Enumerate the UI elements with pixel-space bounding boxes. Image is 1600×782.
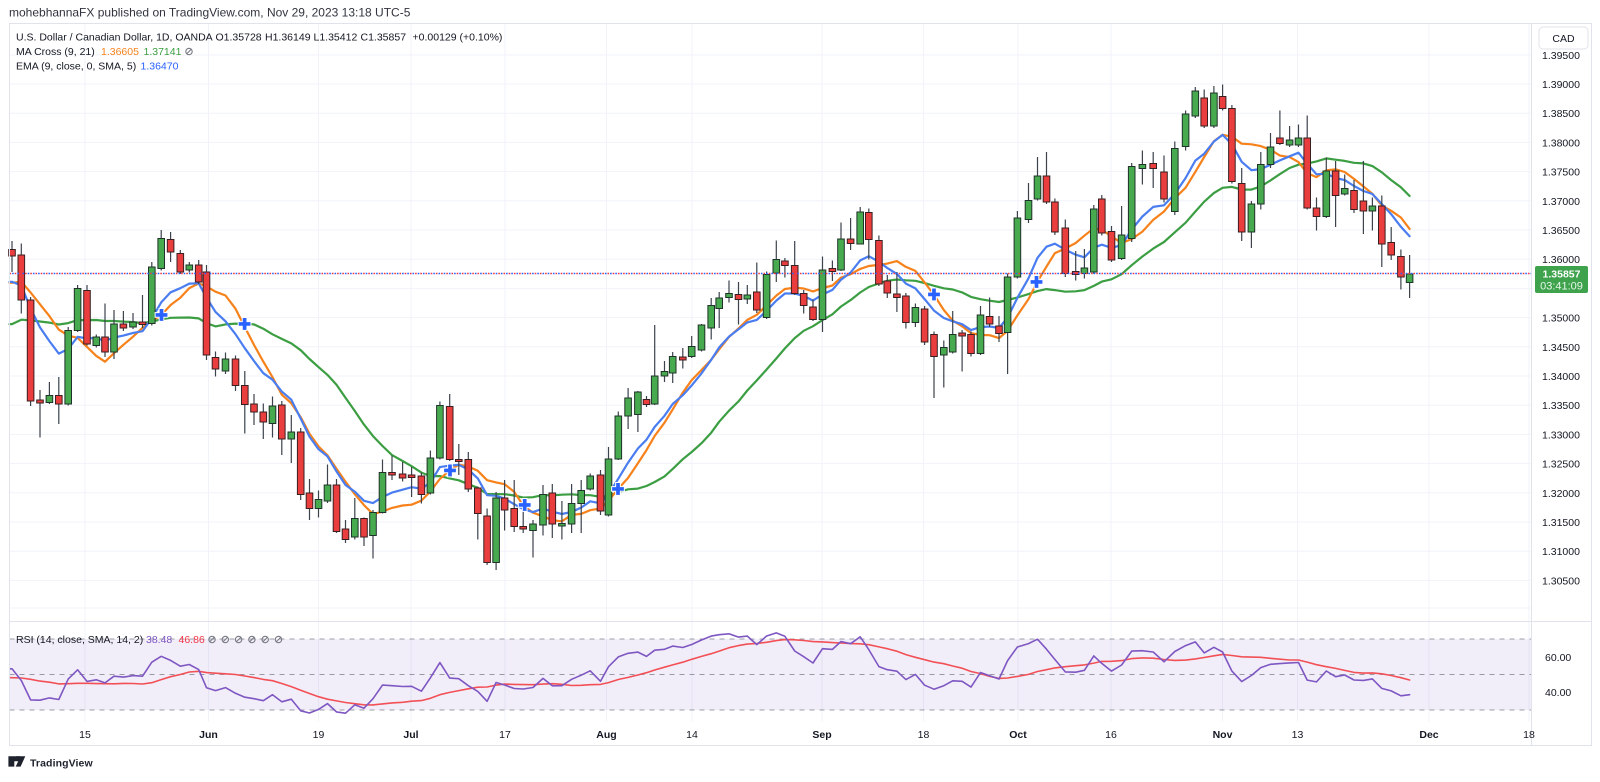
svg-text:EMA (9, close, 0, SMA, 5)1.364: EMA (9, close, 0, SMA, 5) 1.36470 — [16, 61, 179, 73]
svg-text:1.39000: 1.39000 — [1542, 79, 1580, 91]
svg-text:1.36000: 1.36000 — [1542, 254, 1580, 266]
svg-text:1.38500: 1.38500 — [1542, 108, 1580, 120]
svg-text:1.37500: 1.37500 — [1542, 167, 1580, 179]
svg-text:mohebhannaFX published on Trad: mohebhannaFX published on TradingView.co… — [9, 6, 411, 20]
svg-text:60.00: 60.00 — [1545, 652, 1571, 664]
svg-text:Jun: Jun — [199, 729, 218, 741]
svg-text:1.38000: 1.38000 — [1542, 137, 1580, 149]
svg-text:03:41:09: 03:41:09 — [1540, 281, 1583, 293]
svg-text:18: 18 — [1523, 729, 1535, 741]
svg-text:1.31500: 1.31500 — [1542, 517, 1580, 529]
svg-text:CAD: CAD — [1552, 33, 1575, 45]
svg-text:16: 16 — [1105, 729, 1117, 741]
svg-text:Jul: Jul — [403, 729, 418, 741]
svg-text:U.S. Dollar / Canadian Dollar,: U.S. Dollar / Canadian Dollar, 1D, OANDA… — [16, 32, 502, 44]
svg-text:1.34000: 1.34000 — [1542, 371, 1580, 383]
svg-text:Oct: Oct — [1009, 729, 1027, 741]
svg-text:1.39500: 1.39500 — [1542, 50, 1580, 62]
svg-text:1.33500: 1.33500 — [1542, 400, 1580, 412]
svg-text:1.35000: 1.35000 — [1542, 313, 1580, 325]
svg-text:17: 17 — [499, 729, 511, 741]
svg-text:14: 14 — [686, 729, 698, 741]
svg-text:1.32500: 1.32500 — [1542, 459, 1580, 471]
svg-text:1.34500: 1.34500 — [1542, 342, 1580, 354]
svg-text:40.00: 40.00 — [1545, 687, 1571, 699]
svg-text:1.37000: 1.37000 — [1542, 196, 1580, 208]
svg-text:18: 18 — [918, 729, 930, 741]
svg-text:1.35857: 1.35857 — [1543, 269, 1581, 281]
svg-text:19: 19 — [313, 729, 325, 741]
svg-text:Nov: Nov — [1213, 729, 1233, 741]
svg-text:1.33000: 1.33000 — [1542, 429, 1580, 441]
svg-text:1.32000: 1.32000 — [1542, 488, 1580, 500]
svg-text:1.30500: 1.30500 — [1542, 575, 1580, 587]
svg-text:TradingView: TradingView — [30, 758, 93, 770]
svg-text:Sep: Sep — [812, 729, 831, 741]
svg-text:13: 13 — [1292, 729, 1304, 741]
svg-text:Aug: Aug — [596, 729, 616, 741]
svg-text:1.36500: 1.36500 — [1542, 225, 1580, 237]
svg-text:RSI (14, close, SMA, 14, 2)38.: RSI (14, close, SMA, 14, 2) 38.48 46.86 — [16, 634, 205, 646]
svg-text:1.31000: 1.31000 — [1542, 546, 1580, 558]
svg-text:15: 15 — [79, 729, 91, 741]
svg-text:Dec: Dec — [1419, 729, 1438, 741]
